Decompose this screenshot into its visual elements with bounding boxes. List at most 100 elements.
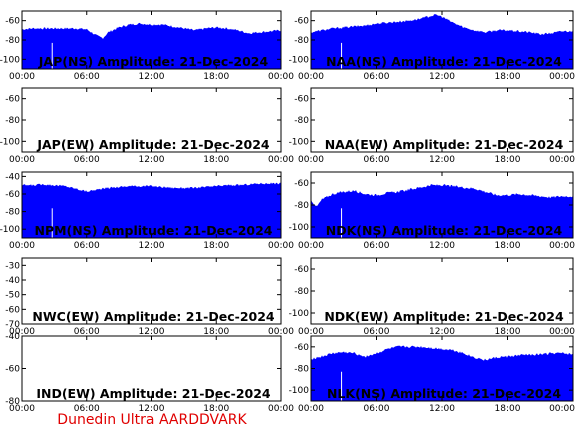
y-tick-label-4-1: -60: [5, 190, 20, 200]
y-tick-label-0-0: -60: [5, 17, 20, 27]
x-tick-label-8-1: 06:00: [74, 404, 100, 414]
x-tick-label-1-0: 00:00: [298, 72, 324, 82]
y-tick-label-6-2: -50: [5, 291, 20, 301]
amplitude-series-9-0: [311, 345, 573, 401]
y-tick-label-7-2: -100: [289, 309, 310, 319]
x-tick-label-8-3: 18:00: [203, 404, 229, 414]
x-tick-label-9-2: 12:00: [429, 404, 455, 414]
x-tick-label-9-3: 18:00: [495, 404, 521, 414]
x-tick-label-6-0: 00:00: [9, 327, 35, 337]
panel-title-6: NWC(EW) Amplitude: 21-Dec-2024: [32, 309, 275, 324]
x-tick-label-6-3: 18:00: [203, 327, 229, 337]
x-tick-label-3-3: 18:00: [495, 155, 521, 165]
y-tick-label-4-2: -80: [5, 208, 20, 218]
y-tick-label-1-0: -60: [294, 17, 309, 27]
panel-title-8: IND(EW) Amplitude: 21-Dec-2024: [36, 386, 271, 401]
x-tick-label-6-4: 00:00: [268, 327, 294, 337]
x-tick-label-2-3: 18:00: [203, 155, 229, 165]
panel-title-2: JAP(EW) Amplitude: 21-Dec-2024: [36, 137, 270, 152]
amplitude-series-1-0: [311, 14, 573, 70]
y-tick-label-2-1: -80: [5, 116, 20, 126]
x-tick-label-5-4: 00:00: [549, 241, 575, 251]
x-tick-label-9-0: 00:00: [298, 404, 324, 414]
panel-title-9: NLK(NS) Amplitude: 21-Dec-2024: [327, 386, 561, 401]
panel-title-0: JAP(NS) Amplitude: 21-Dec-2024: [38, 54, 269, 69]
x-tick-label-3-4: 00:00: [549, 155, 575, 165]
y-tick-label-5-0: -60: [294, 179, 309, 189]
panel-title-1: NAA(NS) Amplitude: 21-Dec-2024: [326, 54, 562, 69]
x-tick-label-4-3: 18:00: [203, 241, 229, 251]
x-tick-label-3-0: 00:00: [298, 155, 324, 165]
y-tick-label-5-1: -80: [294, 201, 309, 211]
y-tick-label-8-2: -80: [5, 397, 20, 407]
amplitude-series-5-0: [311, 184, 573, 238]
x-tick-label-7-3: 18:00: [495, 327, 521, 337]
y-tick-label-9-1: -80: [294, 365, 309, 375]
y-tick-label-1-2: -100: [289, 55, 310, 65]
x-tick-label-6-2: 12:00: [139, 327, 165, 337]
y-tick-label-3-0: -60: [294, 95, 309, 105]
x-tick-label-4-4: 00:00: [268, 241, 294, 251]
y-tick-label-6-1: -40: [5, 276, 20, 286]
x-tick-label-2-2: 12:00: [139, 155, 165, 165]
y-tick-label-2-2: -100: [0, 137, 20, 147]
y-tick-label-2-0: -60: [5, 95, 20, 105]
amplitude-series-0-0: [22, 22, 281, 69]
y-tick-label-7-1: -80: [294, 287, 309, 297]
x-tick-label-8-4: 00:00: [268, 404, 294, 414]
y-tick-label-4-0: -40: [5, 172, 20, 182]
x-tick-label-0-4: 00:00: [268, 72, 294, 82]
y-tick-label-0-1: -80: [5, 36, 20, 46]
y-tick-label-8-0: -40: [5, 332, 20, 342]
x-tick-label-5-3: 18:00: [495, 241, 521, 251]
x-tick-label-2-4: 00:00: [268, 155, 294, 165]
x-tick-label-0-2: 12:00: [139, 72, 165, 82]
x-tick-label-0-3: 18:00: [203, 72, 229, 82]
y-tick-label-3-2: -100: [289, 137, 310, 147]
x-tick-label-8-0: 00:00: [9, 404, 35, 414]
x-tick-label-8-2: 12:00: [139, 404, 165, 414]
x-tick-label-0-1: 06:00: [74, 72, 100, 82]
x-tick-label-7-2: 12:00: [429, 327, 455, 337]
y-tick-label-9-2: -100: [289, 386, 310, 396]
x-tick-label-7-0: 00:00: [298, 327, 324, 337]
y-tick-label-9-0: -60: [294, 343, 309, 353]
y-tick-label-8-1: -60: [5, 365, 20, 375]
x-tick-label-4-2: 12:00: [139, 241, 165, 251]
y-tick-label-7-0: -60: [294, 265, 309, 275]
x-tick-label-1-3: 18:00: [495, 72, 521, 82]
panel-title-3: NAA(EW) Amplitude: 21-Dec-2024: [325, 137, 564, 152]
y-tick-label-6-0: -30: [5, 261, 20, 271]
credit-text: Dunedin Ultra AARDDVARK: [57, 412, 247, 428]
x-tick-label-2-1: 06:00: [74, 155, 100, 165]
x-tick-label-5-1: 06:00: [364, 241, 390, 251]
amplitude-series-4-0: [22, 182, 281, 238]
x-tick-label-7-4: 00:00: [549, 327, 575, 337]
panel-title-7: NDK(EW) Amplitude: 21-Dec-2024: [324, 309, 564, 324]
x-tick-label-1-4: 00:00: [549, 72, 575, 82]
x-tick-label-7-1: 06:00: [364, 327, 390, 337]
y-tick-label-5-2: -100: [289, 223, 310, 233]
x-tick-label-1-1: 06:00: [364, 72, 390, 82]
x-tick-label-9-4: 00:00: [549, 404, 575, 414]
x-tick-label-9-1: 06:00: [364, 404, 390, 414]
x-tick-label-2-0: 00:00: [9, 155, 35, 165]
y-tick-label-6-3: -60: [5, 305, 20, 315]
y-tick-label-3-1: -80: [294, 116, 309, 126]
x-tick-label-4-0: 00:00: [9, 241, 35, 251]
x-tick-label-0-0: 00:00: [9, 72, 35, 82]
x-tick-label-6-1: 06:00: [74, 327, 100, 337]
y-tick-label-0-2: -100: [0, 55, 20, 65]
y-tick-label-4-3: -100: [0, 225, 20, 235]
y-tick-label-1-1: -80: [294, 36, 309, 46]
y-tick-label-6-4: -70: [5, 320, 20, 330]
x-tick-label-1-2: 12:00: [429, 72, 455, 82]
panel-title-5: NDK(NS) Amplitude: 21-Dec-2024: [326, 223, 563, 238]
x-tick-label-4-1: 06:00: [74, 241, 100, 251]
x-tick-label-5-2: 12:00: [429, 241, 455, 251]
panel-title-4: NPM(NS) Amplitude: 21-Dec-2024: [35, 223, 273, 238]
x-tick-label-3-1: 06:00: [364, 155, 390, 165]
x-tick-label-3-2: 12:00: [429, 155, 455, 165]
